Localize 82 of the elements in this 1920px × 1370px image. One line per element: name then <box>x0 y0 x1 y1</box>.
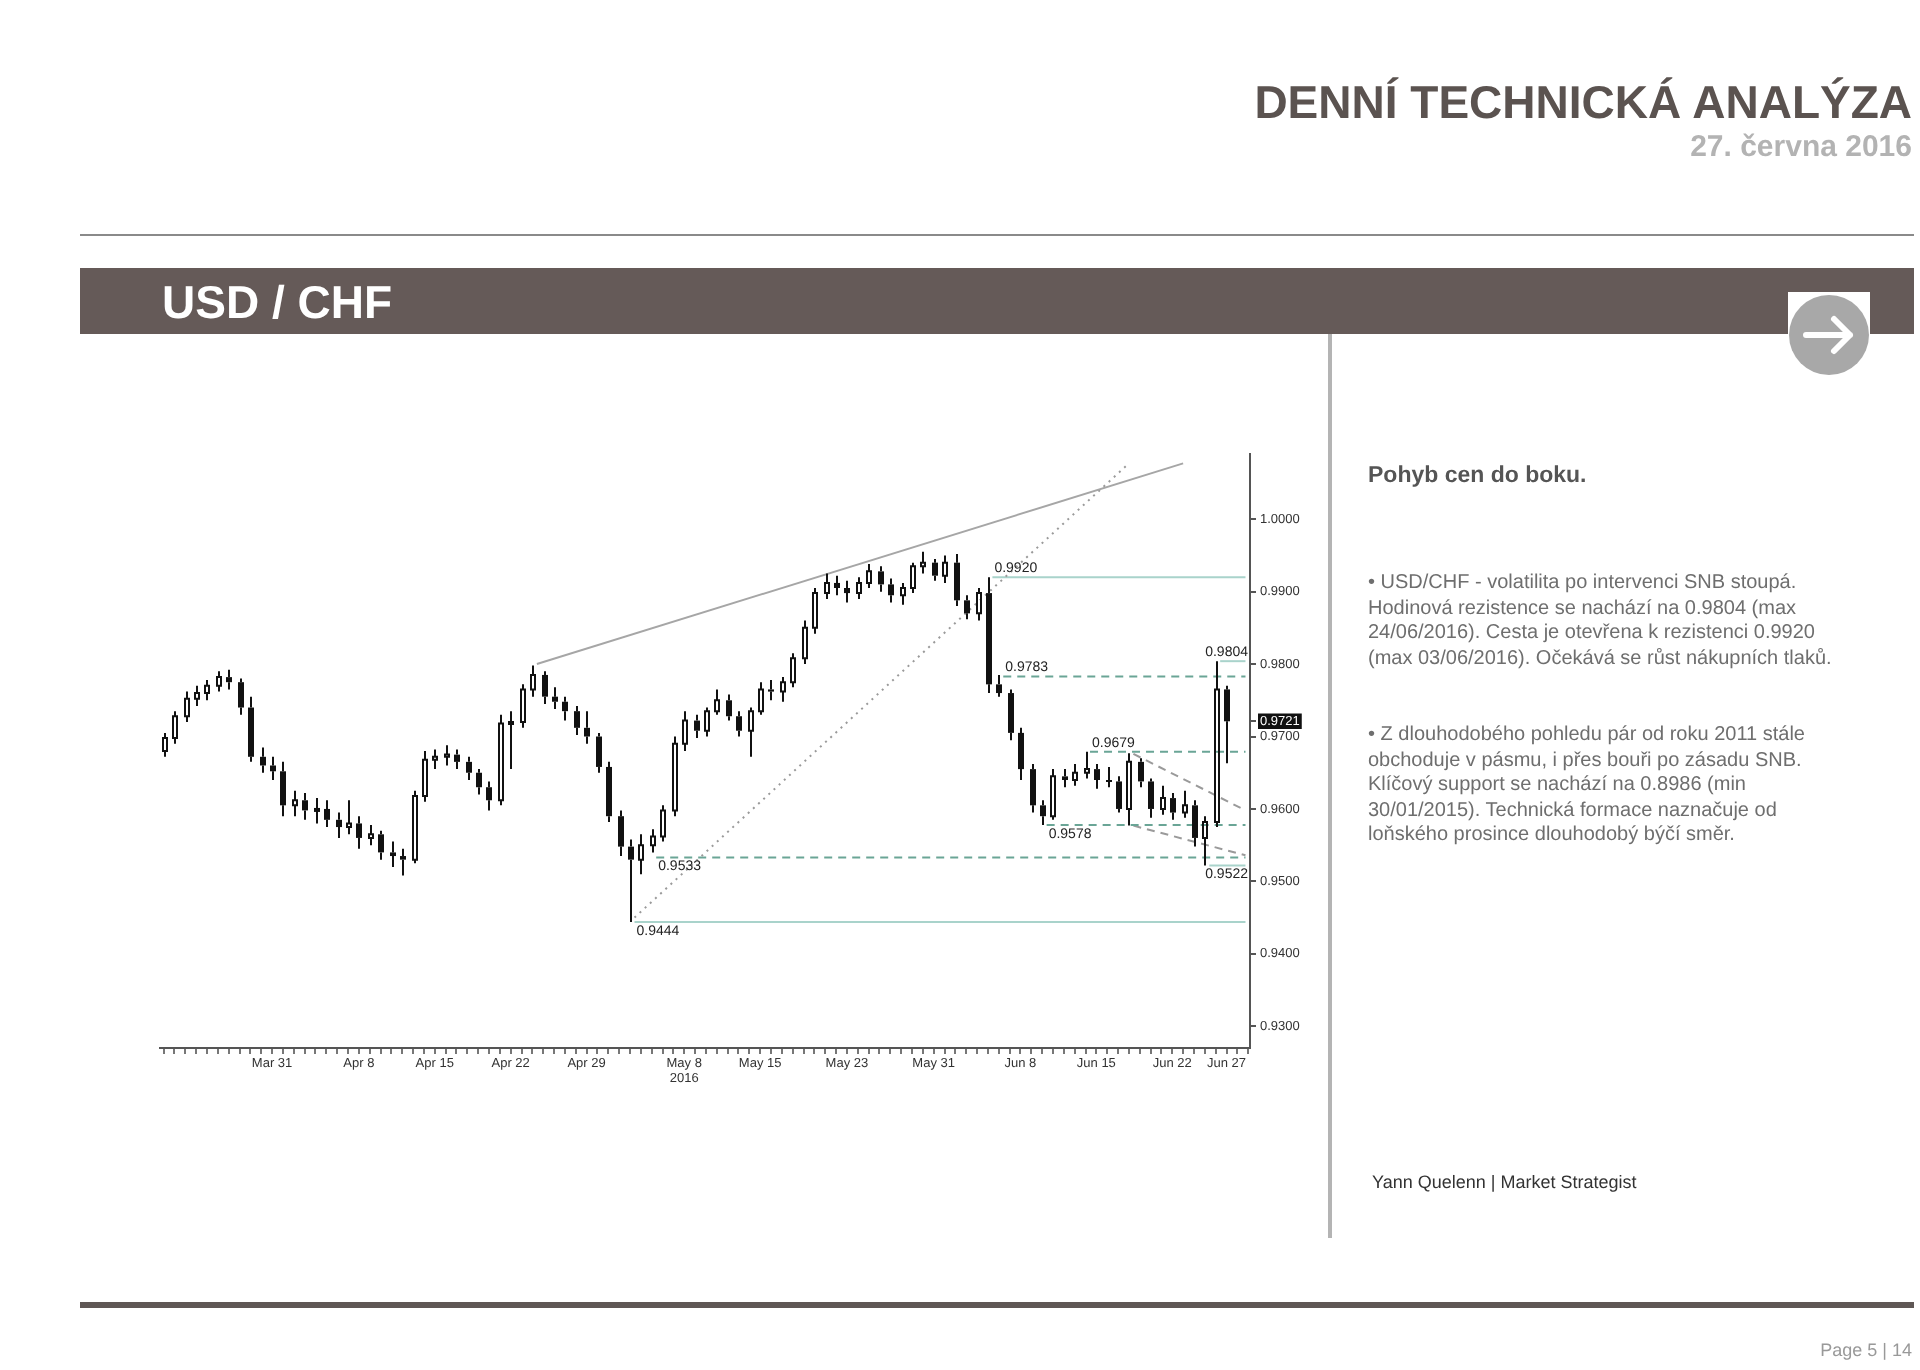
candlestick <box>834 574 840 597</box>
candlestick <box>606 760 612 823</box>
candlestick <box>270 755 276 781</box>
candlestick <box>302 792 308 821</box>
candlestick <box>508 710 514 771</box>
candlestick <box>638 833 644 876</box>
candlestick <box>260 746 266 774</box>
candlestick <box>1192 799 1198 848</box>
candlestick <box>454 748 460 771</box>
candlestick <box>736 710 742 738</box>
candlestick <box>954 552 960 608</box>
candlestick <box>1170 792 1176 821</box>
candlestick <box>920 550 926 575</box>
candlestick <box>1224 684 1230 765</box>
text: DENNÍ TECHNICKÁ ANALÝZA <box>1254 76 1912 128</box>
candlestick <box>694 713 700 739</box>
candlestick <box>486 780 492 812</box>
candlestick <box>1072 763 1078 787</box>
candlestick <box>1202 815 1208 867</box>
candlestick <box>1116 775 1122 814</box>
candlestick <box>562 695 568 722</box>
candlestick <box>476 768 482 796</box>
candlestick <box>238 677 244 716</box>
candlestick <box>314 797 320 825</box>
candlestick <box>964 594 970 621</box>
candlestick <box>346 799 352 836</box>
candlestick <box>900 581 906 606</box>
text: Pohyb cen do boku. <box>1368 464 1587 488</box>
candlestick <box>1182 789 1188 819</box>
text: Yann Quelenn | Market Strategist <box>1372 1172 1637 1194</box>
candlestick <box>324 799 330 829</box>
candlestick <box>878 565 884 593</box>
candlestick <box>1030 763 1036 814</box>
candlestick <box>280 760 286 818</box>
candlestick <box>248 695 254 763</box>
candlestick <box>618 809 624 858</box>
candlestick <box>552 686 558 710</box>
candlestick <box>1126 752 1132 827</box>
text: Page 5 | 14 <box>1820 1340 1912 1362</box>
candlestick <box>714 688 720 716</box>
text: 27. června 2016 <box>1690 130 1912 164</box>
candlestick <box>530 664 536 698</box>
candlestick <box>1148 777 1154 819</box>
candlestick <box>888 577 894 604</box>
text: • USD/CHF - volatilita po intervenci SNB stoupá. Hodinová rezistence se nachází na 0.9804 (max 24/06/2016). Cesta je otevřena k rezistenci 0.9920 (max 03/06/2016). Očekává se růst nákupních tlaků. <box>1368 572 1834 672</box>
candlestick <box>292 789 298 818</box>
candlestick <box>1094 763 1100 790</box>
candlestick <box>596 731 602 774</box>
candlestick <box>1214 660 1220 829</box>
text: • Z dlouhodobého pohledu pár od roku 2011 stále obchoduje v pásmu, i přes bouři po zásadu SNB. Klíčový support se nachází na 0.8986 (min 30/01/2015). Technická formace naznačuje od loňského prosince dlouhodobý býčí směr. <box>1368 724 1807 849</box>
candlestick <box>378 829 384 861</box>
candlestick <box>542 670 548 705</box>
chart-title: USD / CHF <box>162 276 392 328</box>
candlestick <box>748 706 754 758</box>
candlestick <box>422 750 428 803</box>
candlestick <box>226 668 232 691</box>
candlestick <box>1018 726 1024 781</box>
candlestick <box>768 679 774 702</box>
candlestick <box>356 815 362 850</box>
candlestick <box>466 755 472 781</box>
candlestick <box>682 710 688 752</box>
candlestick <box>1062 768 1068 789</box>
candlestick <box>932 558 938 582</box>
candlestick <box>390 840 396 868</box>
candlestick <box>1160 784 1166 816</box>
candlestick <box>336 811 342 839</box>
candlestick <box>1138 757 1144 789</box>
candlestick <box>942 554 948 584</box>
candlestick <box>400 847 406 877</box>
candlestick <box>584 710 590 745</box>
candlestick <box>1084 750 1090 780</box>
candlestick <box>996 673 1002 698</box>
candlestick <box>1106 765 1112 789</box>
candlestick <box>726 693 732 722</box>
candlestick <box>444 744 450 767</box>
candlestick <box>844 579 850 604</box>
candlestick <box>986 576 992 695</box>
candlestick <box>1008 688 1014 742</box>
candlestick <box>1040 799 1046 826</box>
candlestick <box>574 705 580 737</box>
candlestick <box>628 838 634 923</box>
candlestick <box>660 804 666 843</box>
